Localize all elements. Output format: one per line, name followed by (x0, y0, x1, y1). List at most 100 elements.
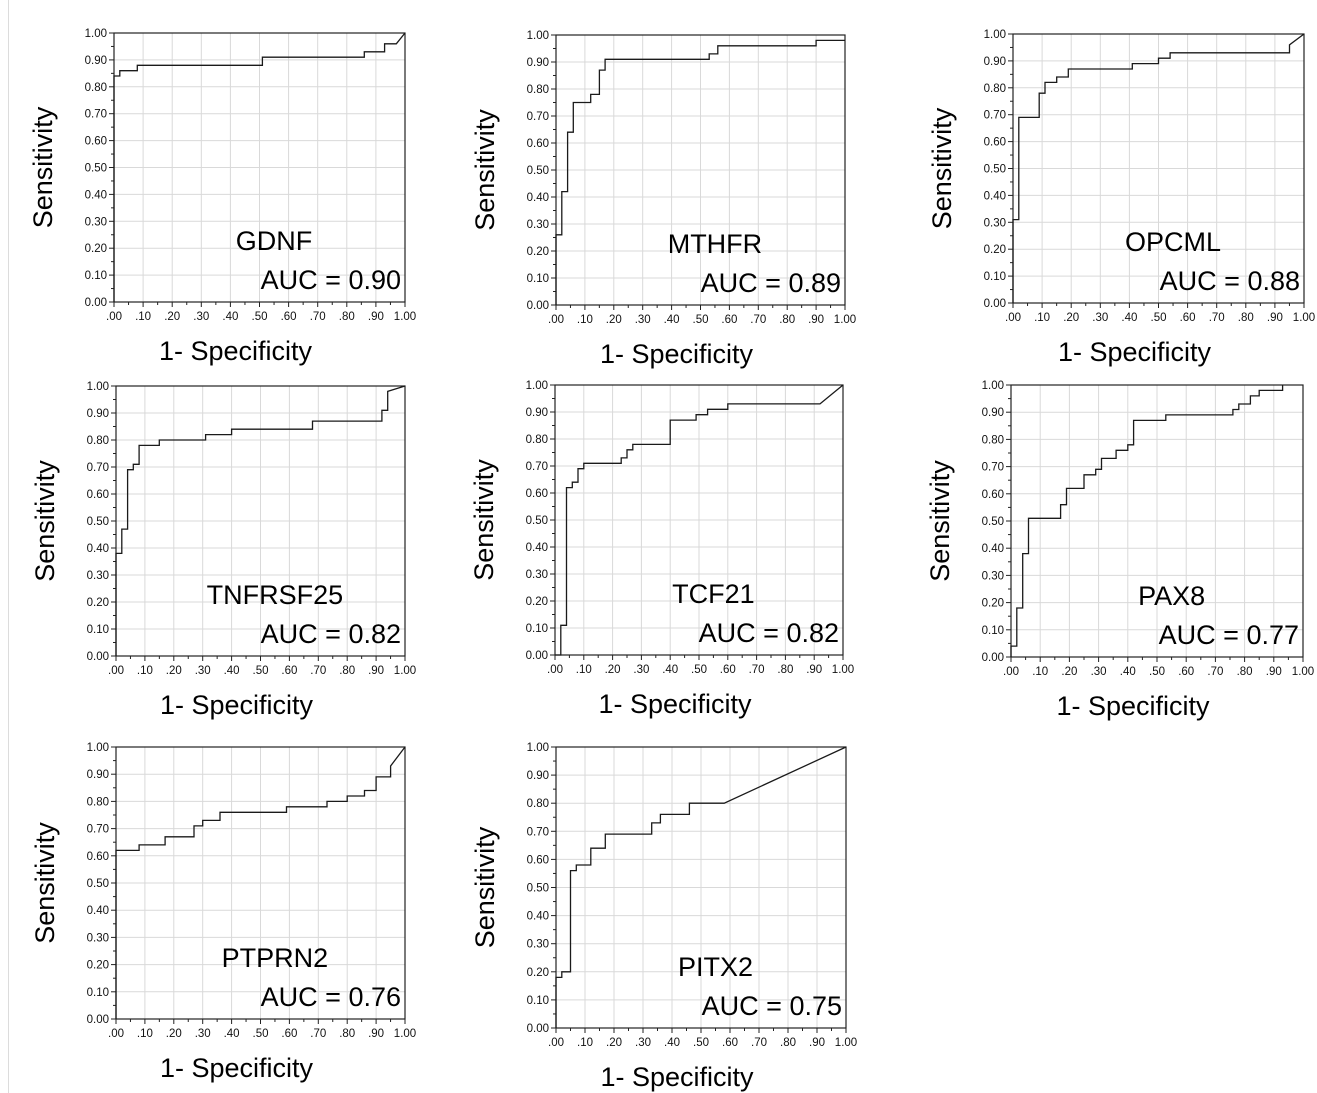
x-tick-label: .10 (137, 1028, 153, 1040)
x-tick-label: .10 (576, 664, 592, 676)
y-tick-label: 0.40 (982, 543, 1004, 555)
y-tick-label: 0.30 (982, 570, 1004, 582)
x-tick-label: .20 (605, 664, 621, 676)
grid (556, 35, 845, 305)
grid (1013, 34, 1304, 303)
y-tick-label: 0.00 (87, 1014, 109, 1026)
y-tick-label: 0.00 (87, 651, 109, 663)
y-tick-label: 0.30 (984, 217, 1006, 229)
x-tick-label: .30 (195, 665, 211, 677)
x-tick-label: .80 (1238, 312, 1254, 324)
y-tick-label: 0.20 (85, 243, 107, 255)
x-tick-label: .80 (339, 1028, 355, 1040)
y-tick-label: 1.00 (85, 28, 107, 40)
roc-panel-tnfrsf25: 0.00 0.10 0.20 0.30 0.40 0.50 0.60 0.70 0.80 0.90… (30, 381, 416, 720)
y-axis-label: Sensitivity (30, 460, 60, 582)
y-tick-label: 0.20 (984, 244, 1006, 256)
y-tick-label: 0.70 (982, 462, 1004, 474)
grid (116, 747, 405, 1019)
x-tick-label: .80 (339, 311, 355, 323)
x-tick-label: .20 (164, 311, 180, 323)
auc-label: AUC = 0.90 (261, 265, 401, 295)
y-tick-label: 0.40 (527, 911, 549, 923)
x-tick-label: .30 (635, 1037, 651, 1049)
x-tick-label: .10 (577, 1037, 593, 1049)
y-tick-label: 1.00 (526, 380, 548, 392)
roc-panel-pitx2: 0.00 0.10 0.20 0.30 0.40 0.50 0.60 0.70 0.80 0.90… (470, 742, 857, 1092)
x-tick-label: .50 (253, 665, 269, 677)
x-tick-label: .10 (135, 311, 151, 323)
x-tick-label: .40 (664, 1037, 680, 1049)
y-tick-label: 0.20 (982, 598, 1004, 610)
grid (116, 386, 405, 656)
y-tick-label: 0.30 (87, 932, 109, 944)
y-tick-label: 1.00 (87, 381, 109, 393)
y-tick-label: 0.10 (527, 995, 549, 1007)
gene-label: PAX8 (1138, 581, 1205, 611)
x-tick-label: .00 (1005, 312, 1021, 324)
x-tick-label: 1.00 (835, 1037, 857, 1049)
y-tick-label: 0.80 (526, 434, 548, 446)
roc-panel-mthfr: 0.00 0.10 0.20 0.30 0.40 0.50 0.60 0.70 0.80 0.90… (470, 30, 856, 369)
x-tick-label: .00 (106, 311, 122, 323)
y-tick-label: 0.70 (87, 462, 109, 474)
x-tick-label: 1.00 (834, 314, 856, 326)
y-tick-label: 1.00 (982, 380, 1004, 392)
y-tick-label: 0.90 (87, 769, 109, 781)
y-tick-label: 0.50 (527, 883, 549, 895)
x-tick-label: .90 (1267, 312, 1283, 324)
y-tick-label: 0.90 (87, 408, 109, 420)
roc-panel-ptprn2: 0.00 0.10 0.20 0.30 0.40 0.50 0.60 0.70 0.80 0.90… (30, 742, 416, 1083)
y-tick-label: 0.80 (527, 798, 549, 810)
x-tick-label: .70 (310, 1028, 326, 1040)
y-tick-label: 0.70 (984, 110, 1006, 122)
x-tick-label: .20 (1063, 312, 1079, 324)
auc-label: AUC = 0.88 (1160, 266, 1300, 296)
y-tick-label: 0.80 (85, 82, 107, 94)
auc-label: AUC = 0.82 (699, 618, 839, 648)
y-tick-label: 0.80 (87, 796, 109, 808)
grid (556, 747, 846, 1028)
y-tick-label: 1.00 (984, 29, 1006, 41)
x-tick-label: .30 (1091, 666, 1107, 678)
y-tick-label: 0.00 (984, 298, 1006, 310)
x-tick-label: .90 (368, 311, 384, 323)
x-axis-label: 1- Specificity (160, 690, 314, 720)
roc-curve (555, 384, 844, 656)
y-tick-label: 0.80 (982, 434, 1004, 446)
y-tick-label: 0.80 (984, 83, 1006, 95)
y-tick-label: 0.00 (527, 300, 549, 312)
auc-label: AUC = 0.82 (261, 619, 401, 649)
x-tick-label: .80 (1237, 666, 1253, 678)
x-tick-label: .40 (662, 664, 678, 676)
y-tick-label: 0.00 (526, 650, 548, 662)
roc-curve (113, 32, 406, 302)
y-tick-label: 0.50 (87, 516, 109, 528)
x-tick-label: .50 (691, 664, 707, 676)
x-tick-label: .70 (1207, 666, 1223, 678)
y-tick-label: 0.80 (527, 84, 549, 96)
auc-label: AUC = 0.75 (702, 991, 842, 1021)
x-tick-label: .50 (253, 1028, 269, 1040)
x-tick-label: 1.00 (1292, 666, 1314, 678)
x-tick-label: .20 (166, 665, 182, 677)
x-axis-label: 1- Specificity (600, 1062, 754, 1092)
x-axis-label: 1- Specificity (1056, 691, 1210, 721)
x-tick-label: .80 (777, 664, 793, 676)
roc-curve (1012, 33, 1305, 303)
x-axis-label: 1- Specificity (160, 1053, 314, 1083)
x-tick-label: .70 (751, 1037, 767, 1049)
x-tick-label: .60 (720, 664, 736, 676)
y-tick-label: 0.40 (526, 542, 548, 554)
y-tick-label: 0.10 (527, 273, 549, 285)
x-tick-label: .40 (222, 311, 238, 323)
x-tick-label: .10 (1034, 312, 1050, 324)
grid (1011, 385, 1303, 657)
x-tick-label: .00 (108, 1028, 124, 1040)
y-tick-label: 0.70 (87, 824, 109, 836)
x-tick-label: .50 (1149, 666, 1165, 678)
y-tick-label: 0.20 (87, 597, 109, 609)
left-edge-rule (8, 0, 9, 1093)
x-tick-label: .50 (693, 1037, 709, 1049)
